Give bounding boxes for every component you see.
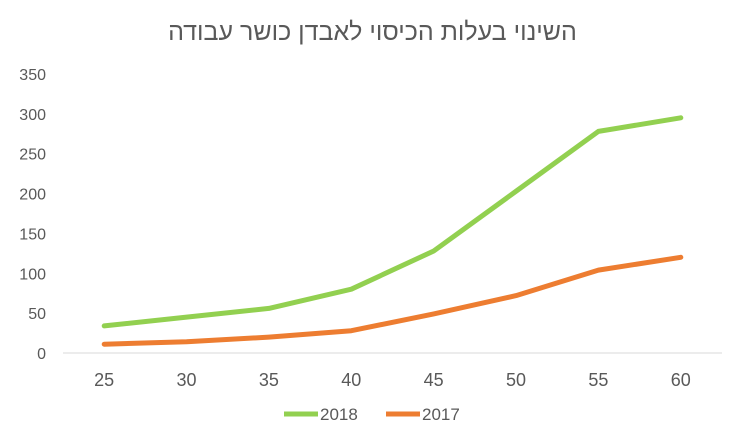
y-tick-label: 250	[19, 147, 46, 164]
x-tick-label: 40	[341, 370, 361, 390]
y-tick-label: 0	[37, 346, 46, 363]
y-tick-label: 100	[19, 266, 46, 283]
legend-label-2017: 2017	[422, 405, 460, 424]
series-line-2017	[101, 254, 684, 347]
y-tick-label: 150	[19, 226, 46, 243]
y-tick-label: 200	[19, 187, 46, 204]
y-tick-label: 50	[28, 306, 46, 323]
x-tick-label: 60	[671, 370, 691, 390]
x-tick-label: 25	[94, 370, 114, 390]
series-line-2018	[101, 115, 684, 329]
x-tick-label: 50	[506, 370, 526, 390]
x-tick-label: 55	[588, 370, 608, 390]
x-tick-label: 35	[259, 370, 279, 390]
legend-label-2018: 2018	[320, 405, 358, 424]
y-tick-label: 350	[19, 67, 46, 84]
x-tick-label: 45	[424, 370, 444, 390]
x-tick-label: 30	[177, 370, 197, 390]
chart-title: השינוי בעלות הכיסוי לאבדן כושר עבודה	[168, 18, 577, 46]
y-tick-label: 300	[19, 107, 46, 124]
